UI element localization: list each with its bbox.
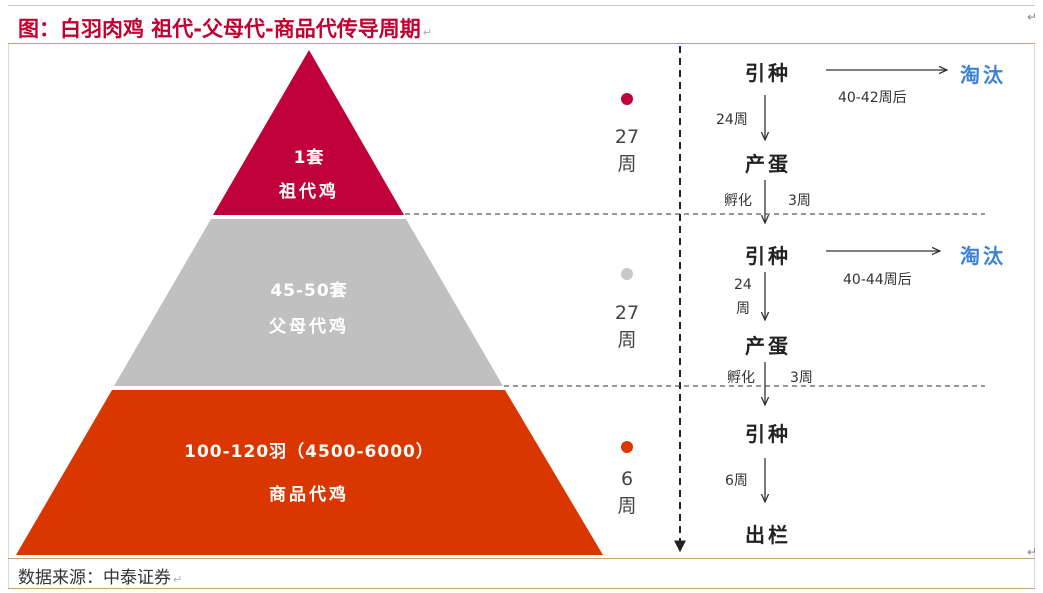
stage2-gap-unit: 周 bbox=[736, 301, 750, 317]
stage2-hatch: 孵化 bbox=[727, 370, 755, 386]
paragraph-mark: ↵ bbox=[1027, 545, 1038, 559]
stage1-dot bbox=[621, 93, 633, 105]
top-rule bbox=[8, 5, 1035, 6]
stage1-hatch-time: 3周 bbox=[788, 193, 811, 209]
stage1-gap: 24周 bbox=[716, 112, 748, 128]
tier-commercial-shape bbox=[16, 390, 603, 555]
stage1-lay: 产蛋 bbox=[745, 152, 791, 176]
bottom-rule bbox=[8, 588, 1035, 589]
paragraph-mark: ↵ bbox=[1027, 10, 1038, 24]
footer-rule bbox=[8, 558, 1035, 559]
stage1-cull: 淘汰 bbox=[960, 63, 1006, 87]
stage2-weeks: 27 周 bbox=[614, 302, 640, 351]
tier-grandparent-count: 1套 bbox=[293, 148, 325, 168]
stage2-lay: 产蛋 bbox=[745, 334, 791, 358]
tier-grandparent-name: 祖代鸡 bbox=[279, 182, 339, 202]
stage1-weeks: 27 周 bbox=[614, 126, 640, 175]
tier-commercial-name: 商品代鸡 bbox=[269, 485, 349, 505]
stage2-hatch-time: 3周 bbox=[790, 370, 813, 386]
figure-title: 图：白羽肉鸡 祖代-父母代-商品代传导周期 ↵ bbox=[18, 17, 432, 41]
stage1-intro: 引种 bbox=[745, 61, 791, 85]
stage1-hatch: 孵化 bbox=[724, 193, 752, 209]
tier-grandparent-shape bbox=[213, 50, 404, 215]
stage3-out: 出栏 bbox=[745, 523, 791, 547]
tier-parent-name: 父母代鸡 bbox=[269, 317, 349, 337]
stage2-cull: 淘汰 bbox=[960, 244, 1006, 268]
title-rule bbox=[8, 43, 1035, 44]
stage2-dot bbox=[621, 268, 633, 280]
data-source: 数据来源：中泰证券 ↵ bbox=[18, 568, 183, 588]
stage3-intro: 引种 bbox=[745, 422, 791, 446]
figure-frame bbox=[8, 43, 1035, 589]
tier-parent-count: 45-50套 bbox=[270, 281, 348, 301]
stage2-intro: 引种 bbox=[745, 244, 791, 268]
stage1-cull-time: 40-42周后 bbox=[838, 90, 907, 106]
stage2-cull-time: 40-44周后 bbox=[843, 272, 912, 288]
tier-commercial-count: 100-120羽（4500-6000） bbox=[184, 442, 434, 462]
stage2-gap-num: 24 bbox=[734, 277, 752, 293]
stage3-dot bbox=[621, 441, 633, 453]
stage3-gap: 6周 bbox=[725, 473, 748, 489]
tier-parent-shape bbox=[114, 219, 503, 386]
